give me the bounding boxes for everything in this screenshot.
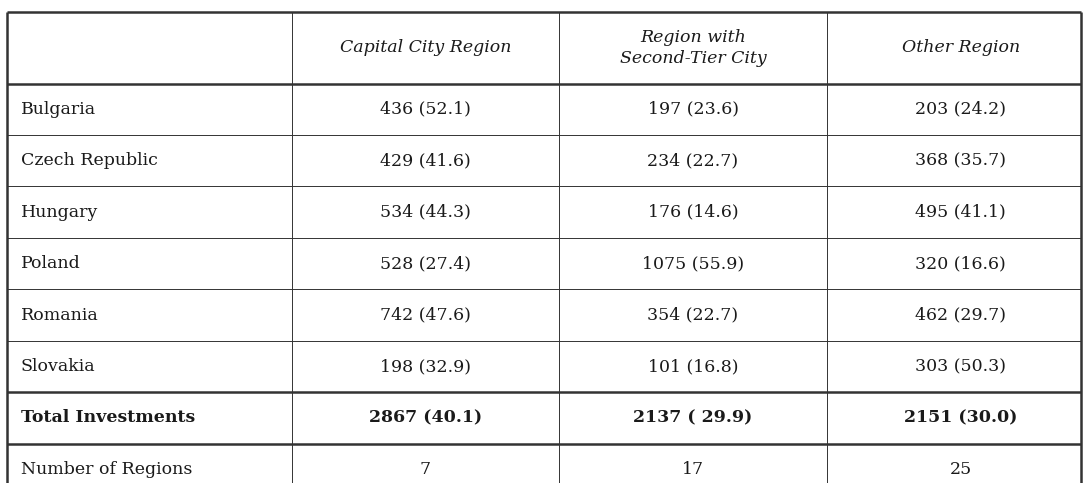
Text: 2151 (30.0): 2151 (30.0) (904, 410, 1017, 426)
Text: 742 (47.6): 742 (47.6) (380, 307, 471, 324)
Text: 2867 (40.1): 2867 (40.1) (369, 410, 482, 426)
Text: Czech Republic: Czech Republic (21, 152, 158, 169)
Text: Hungary: Hungary (21, 204, 98, 221)
Text: 7: 7 (420, 461, 431, 478)
Text: Region with
Second-Tier City: Region with Second-Tier City (620, 29, 766, 67)
Text: Romania: Romania (21, 307, 98, 324)
Text: 354 (22.7): 354 (22.7) (647, 307, 739, 324)
Text: 25: 25 (950, 461, 972, 478)
Text: 176 (14.6): 176 (14.6) (647, 204, 739, 221)
Text: 101 (16.8): 101 (16.8) (647, 358, 739, 375)
Text: Slovakia: Slovakia (21, 358, 96, 375)
Text: 495 (41.1): 495 (41.1) (915, 204, 1006, 221)
Text: 320 (16.6): 320 (16.6) (915, 255, 1006, 272)
Text: Other Region: Other Region (902, 39, 1019, 57)
Text: Total Investments: Total Investments (21, 410, 195, 426)
Text: 197 (23.6): 197 (23.6) (647, 101, 739, 118)
Text: Poland: Poland (21, 255, 81, 272)
Text: 17: 17 (682, 461, 704, 478)
Text: 429 (41.6): 429 (41.6) (380, 152, 471, 169)
Text: 436 (52.1): 436 (52.1) (380, 101, 471, 118)
Text: Capital City Region: Capital City Region (339, 39, 511, 57)
Text: 462 (29.7): 462 (29.7) (915, 307, 1006, 324)
Text: 2137 ( 29.9): 2137 ( 29.9) (633, 410, 753, 426)
Text: 1075 (55.9): 1075 (55.9) (642, 255, 744, 272)
Text: Bulgaria: Bulgaria (21, 101, 96, 118)
Text: 203 (24.2): 203 (24.2) (915, 101, 1006, 118)
Text: 234 (22.7): 234 (22.7) (647, 152, 739, 169)
Text: 534 (44.3): 534 (44.3) (380, 204, 471, 221)
Text: 368 (35.7): 368 (35.7) (915, 152, 1006, 169)
Text: 303 (50.3): 303 (50.3) (915, 358, 1006, 375)
Text: 528 (27.4): 528 (27.4) (380, 255, 471, 272)
Text: Number of Regions: Number of Regions (21, 461, 193, 478)
Text: 198 (32.9): 198 (32.9) (380, 358, 471, 375)
